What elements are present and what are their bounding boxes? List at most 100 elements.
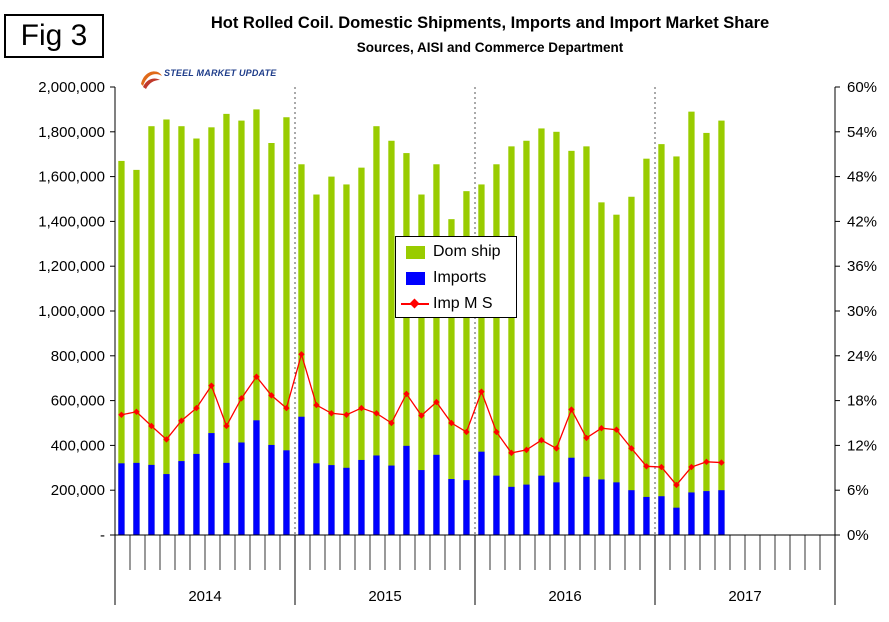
year-label: 2017 (728, 588, 761, 605)
year-label: 2015 (368, 588, 401, 605)
imp-ms-point (118, 411, 125, 418)
imp-ms-point (643, 463, 650, 470)
dom-ship-bar (568, 150, 575, 535)
imports-bar (358, 459, 365, 535)
imports-bar (268, 444, 275, 535)
dom-ship-bar (208, 127, 215, 535)
imp-ms-point (583, 434, 590, 442)
dom-ship-bar (328, 176, 335, 535)
dom-ship-bar (613, 214, 620, 535)
imp-ms-point (658, 463, 665, 471)
left-axis-tick-label: - (100, 527, 105, 544)
imp-ms-point (328, 410, 335, 417)
legend-item-imp-ms: Imp M S (396, 293, 516, 315)
right-axis-tick-label: 6% (847, 482, 869, 499)
imp-ms-point (418, 412, 425, 419)
dom-ship-bar (553, 131, 560, 536)
right-axis-tick-label: 12% (847, 437, 877, 454)
dom-ship-bar (718, 120, 725, 535)
dom-ship-bar (598, 202, 605, 536)
imports-bar (433, 454, 440, 535)
imports-bar (373, 455, 380, 535)
dom-ship-bar (463, 191, 470, 535)
dom-ship-bar (523, 140, 530, 535)
right-axis-tick-label: 24% (847, 348, 877, 365)
imports-bar (463, 480, 470, 535)
dom-ship-bar (703, 132, 710, 536)
imports-bar (673, 507, 680, 535)
imports-bar (388, 465, 395, 535)
imp-ms-point (703, 458, 710, 466)
right-axis-tick-label: 54% (847, 124, 877, 141)
imports-bar (448, 479, 455, 535)
imp-ms-point (463, 428, 470, 436)
dom-ship-bar (148, 126, 155, 535)
right-axis-tick-label: 36% (847, 258, 877, 275)
imp-ms-point (238, 395, 245, 402)
imports-bar (493, 475, 500, 535)
dom-ship-bar (448, 219, 455, 535)
imp-ms-point (373, 410, 380, 417)
imports-bar (658, 496, 665, 535)
legend-marker-imp-ms (409, 298, 420, 309)
right-axis-tick-label: 0% (847, 527, 869, 544)
imports-bar (253, 420, 260, 535)
imp-ms-point (688, 463, 695, 471)
dom-ship-bar (538, 128, 545, 535)
imports-bar (508, 486, 515, 535)
logo-swoosh-icon (141, 71, 162, 89)
imports-bar (718, 490, 725, 535)
dom-ship-bar (508, 146, 515, 536)
imports-bar (208, 433, 215, 535)
dom-ship-bar (418, 194, 425, 535)
imports-bar (178, 461, 185, 535)
imp-ms-point (493, 428, 500, 436)
imp-ms-point (598, 425, 605, 432)
imp-ms-point (628, 445, 635, 452)
imp-ms-point (253, 373, 260, 380)
dom-ship-bar (493, 164, 500, 535)
imp-ms-point (448, 419, 455, 427)
imports-bar (283, 450, 290, 535)
dom-ship-bar (223, 113, 230, 535)
left-axis-tick-label: 800,000 (51, 348, 105, 365)
imp-ms-point (268, 392, 275, 399)
dom-ship-bar (373, 126, 380, 535)
right-axis-tick-label: 30% (847, 303, 877, 320)
imports-bar (568, 457, 575, 535)
dom-ship-bar (118, 160, 125, 536)
imports-bar (418, 470, 425, 535)
left-axis-tick-label: 1,800,000 (38, 124, 105, 141)
imports-bar (643, 496, 650, 535)
imports-bar (313, 463, 320, 535)
legend-item-dom-ship: Dom ship (396, 241, 516, 263)
imp-ms-point (388, 419, 395, 427)
imports-bar (553, 482, 560, 535)
imp-ms-point (283, 404, 290, 412)
imp-ms-point (613, 426, 620, 433)
imports-bar (223, 462, 230, 535)
imports-bar (688, 492, 695, 535)
logo-text: STEEL MARKET UPDATE (164, 68, 277, 78)
dom-ship-bar (193, 138, 200, 535)
imp-ms-point (433, 398, 440, 406)
imports-bar (538, 475, 545, 535)
imports-bar (478, 451, 485, 535)
dom-ship-bar (178, 126, 185, 535)
imp-ms-point (178, 417, 185, 424)
left-axis-tick-label: 600,000 (51, 393, 105, 410)
dom-ship-bar (343, 184, 350, 535)
chart-subtitle: Sources, AISI and Commerce Department (356, 40, 624, 55)
dom-ship-bar (658, 144, 665, 535)
imp-ms-point (343, 411, 350, 418)
imports-bar (403, 445, 410, 535)
imp-ms-point (508, 449, 515, 457)
legend-label-imports: Imports (433, 269, 487, 286)
imp-ms-point (553, 445, 560, 452)
legend-swatch-imports (406, 272, 425, 285)
imports-bar (133, 462, 140, 535)
dom-ship-bar (643, 158, 650, 535)
dom-ship-bar (268, 143, 275, 535)
dom-ship-bar (313, 194, 320, 535)
imp-ms-point (148, 422, 155, 430)
